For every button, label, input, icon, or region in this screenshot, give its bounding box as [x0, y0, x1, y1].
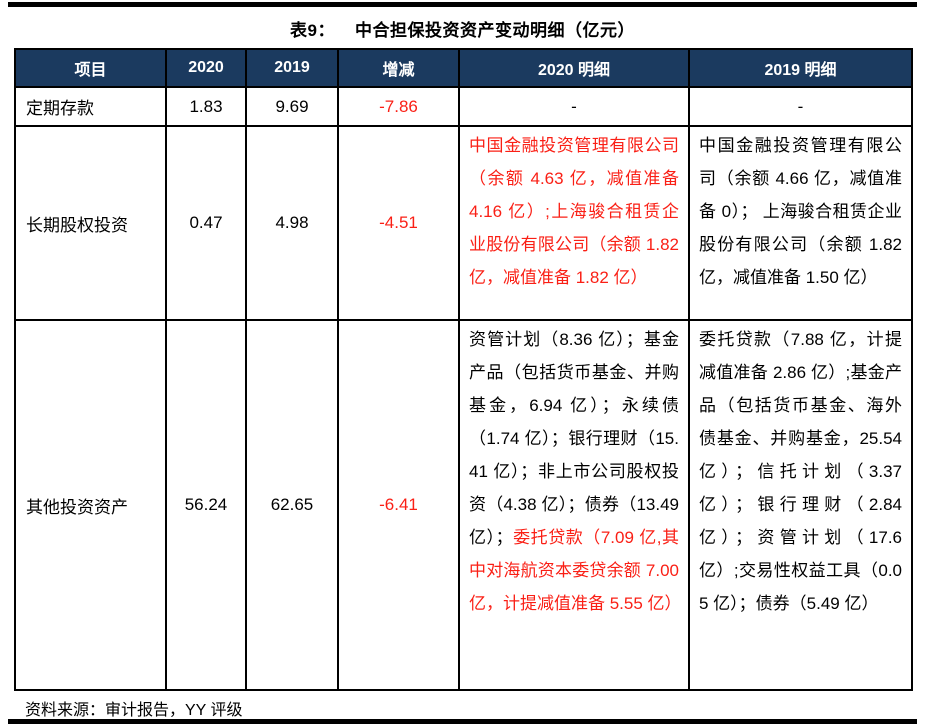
value-change: -4.51	[337, 125, 460, 321]
top-rule	[8, 2, 917, 7]
value-2020: 56.24	[165, 319, 247, 691]
value-change: -6.41	[337, 319, 460, 691]
table-row-long-term-equity: 长期股权投资 0.47 4.98 -4.51 中国金融投资管理有限公司（余额 4…	[14, 125, 913, 321]
detail-segment-red: 委托贷款（7.09 亿,其中对海航资本委贷余额 7.00 亿，计提减值准备 5.…	[469, 528, 682, 613]
detail-2019: -	[688, 86, 913, 127]
col-header-2020: 2020	[165, 48, 247, 88]
table-title-text: 中合担保投资资产变动明细（亿元）	[354, 21, 635, 40]
detail-2020: 中国金融投资管理有限公司（余额 4.63 亿，减值准备 4.16 亿）;上海骏合…	[458, 125, 690, 321]
col-header-2019: 2019	[245, 48, 339, 88]
value-2019: 9.69	[245, 86, 339, 127]
detail-segment: 中国金融投资管理有限公司（余额 4.66 亿，减值准备 0）； 上海骏合租赁企业…	[699, 136, 902, 287]
detail-segment: 资管计划（8.36 亿）；基金产品（包括货币基金、并购基金，6.94 亿）；永续…	[469, 330, 679, 547]
col-header-2020-detail: 2020 明细	[458, 48, 690, 88]
detail-2020: 资管计划（8.36 亿）；基金产品（包括货币基金、并购基金，6.94 亿）；永续…	[458, 319, 690, 691]
row-item-label: 长期股权投资	[14, 125, 167, 321]
detail-2020: -	[458, 86, 690, 127]
detail-segment: -	[797, 97, 804, 116]
value-2020: 0.47	[165, 125, 247, 321]
row-item-label: 定期存款	[14, 86, 167, 127]
row-item-label: 其他投资资产	[14, 319, 167, 691]
value-change: -7.86	[337, 86, 460, 127]
bottom-rule	[8, 719, 917, 724]
investment-assets-table: 项目 2020 2019 增减 2020 明细 2019 明细 定期存款 1.8…	[14, 48, 913, 691]
value-2020: 1.83	[165, 86, 247, 127]
table-title-prefix: 表9：	[290, 21, 335, 40]
header-row: 项目 2020 2019 增减 2020 明细 2019 明细	[14, 48, 913, 88]
detail-segment: 中国金融投资管理有限公司（余额 4.63 亿，减值准备 4.16 亿）;上海骏合…	[469, 136, 679, 287]
table-title: 表9： 中合担保投资资产变动明细（亿元）	[0, 7, 925, 48]
value-2019: 4.98	[245, 125, 339, 321]
detail-2019: 中国金融投资管理有限公司（余额 4.66 亿，减值准备 0）； 上海骏合租赁企业…	[688, 125, 913, 321]
table-row-term-deposits: 定期存款 1.83 9.69 -7.86 - -	[14, 86, 913, 127]
detail-segment: -	[571, 97, 577, 116]
col-header-item: 项目	[14, 48, 167, 88]
col-header-change: 增减	[337, 48, 460, 88]
detail-2019: 委托贷款（7.88 亿，计提减值准备 2.86 亿）;基金产品（包括货币基金、海…	[688, 319, 913, 691]
value-2019: 62.65	[245, 319, 339, 691]
detail-segment: 委托贷款（7.88 亿，计提减值准备 2.86 亿）;基金产品（包括货币基金、海…	[699, 330, 902, 613]
table-row-other-investments: 其他投资资产 56.24 62.65 -6.41 资管计划（8.36 亿）；基金…	[14, 319, 913, 691]
source-note: 资料来源：审计报告，YY 评级	[25, 702, 243, 719]
col-header-2019-detail: 2019 明细	[688, 48, 913, 88]
